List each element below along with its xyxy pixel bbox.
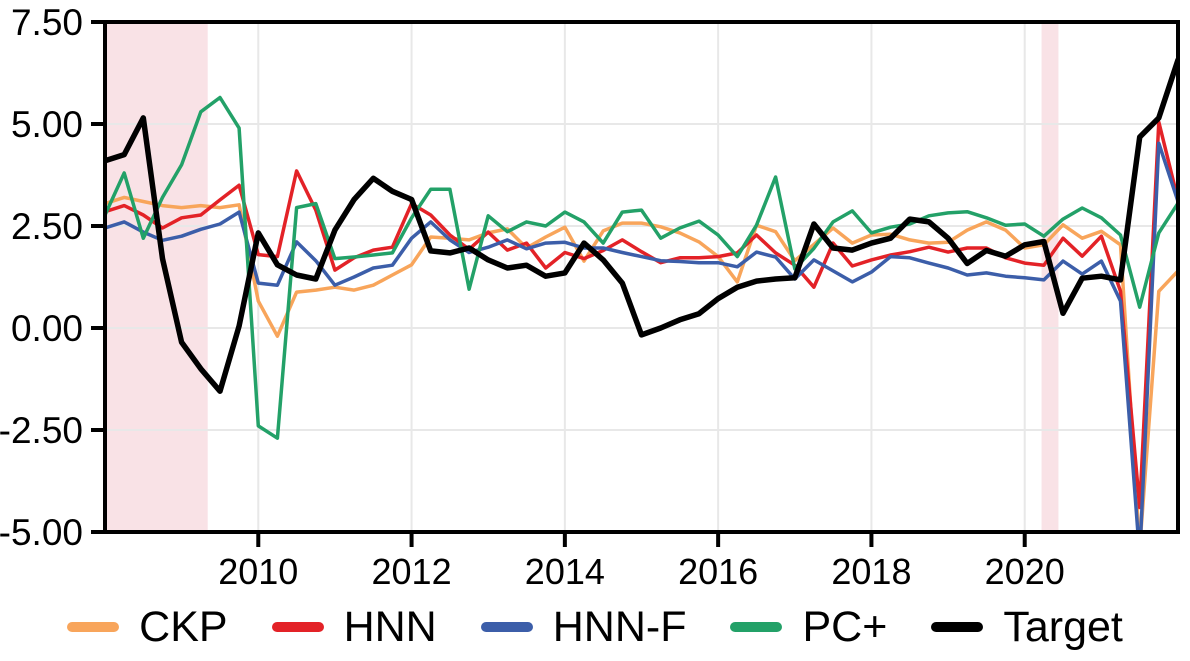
plot-frame	[103, 20, 1180, 534]
series-line-target	[105, 57, 1178, 394]
y-tick-label: 7.50	[11, 2, 83, 43]
x-tick-label: 2012	[372, 551, 452, 592]
y-tick-label: 2.50	[11, 206, 83, 247]
legend-swatch-hnn	[271, 622, 324, 632]
series-line-pc-	[105, 95, 1178, 440]
x-tick-label: 2014	[525, 551, 605, 592]
x-tick-label: 2020	[985, 551, 1065, 592]
chart-legend: CKP HNN HNN-F PC+ Target	[0, 597, 1190, 657]
legend-label-hnn: HNN	[343, 602, 437, 651]
inflation-forecast-chart: 7.50 5.00 2.50 0.00 -2.50 -5.00 2010 2012 2014 20…	[0, 2, 1180, 592]
legend-label-pc-: PC+	[802, 602, 888, 651]
y-tick-label: -2.50	[0, 410, 83, 451]
legend-label-target: Target	[1003, 602, 1123, 651]
x-tick-label: 2010	[218, 551, 298, 592]
legend-item-ckp: CKP	[67, 602, 228, 651]
legend-item-pc-: PC+	[730, 602, 888, 651]
legend-label-ckp: CKP	[139, 602, 228, 651]
legend-swatch-hnn-f	[480, 622, 533, 632]
y-tick-label: 0.00	[11, 308, 83, 349]
recession-band-recession-2020	[1041, 22, 1059, 532]
recession-band-recession-2008	[105, 22, 208, 532]
legend-item-hnn-f: HNN-F	[480, 602, 687, 651]
series-line-ckp	[105, 195, 1178, 532]
legend-swatch-target	[931, 622, 984, 632]
legend-label-hnn-f: HNN-F	[552, 602, 687, 651]
legend-item-hnn: HNN	[271, 602, 437, 651]
y-tick-label: 5.00	[11, 104, 83, 145]
legend-item-target: Target	[931, 602, 1123, 651]
series-group	[105, 57, 1178, 532]
legend-swatch-ckp	[67, 622, 120, 632]
x-tick-label: 2016	[678, 551, 758, 592]
y-tick-label: -5.00	[0, 512, 83, 553]
series-line-hnn-f	[105, 141, 1178, 532]
x-tick-label: 2018	[831, 551, 911, 592]
legend-swatch-pc-	[730, 622, 783, 632]
